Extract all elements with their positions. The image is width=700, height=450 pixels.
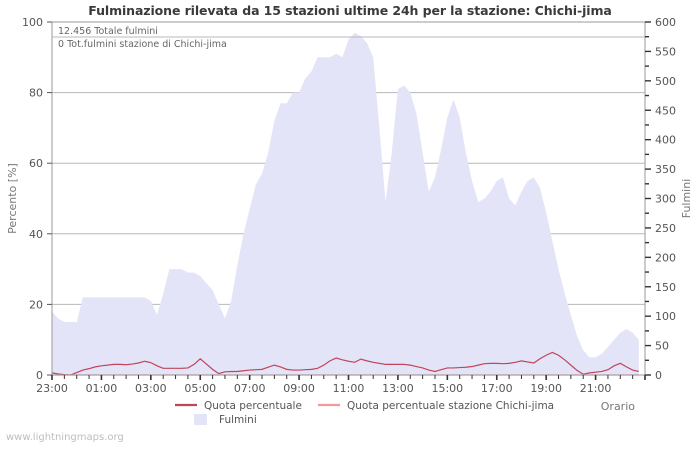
y2-axis-tick-label: 0 xyxy=(655,369,662,382)
x-axis-tick-label: 09:00 xyxy=(283,382,315,395)
y2-axis-tick-label: 600 xyxy=(655,16,676,29)
annotation-total-strokes: 12.456 Totale fulmini xyxy=(58,26,158,37)
y2-axis-tick-label: 150 xyxy=(655,281,676,294)
y-axis-title: Percento [%] xyxy=(6,163,19,234)
legend-label-quota-percentuale: Quota percentuale xyxy=(204,400,302,412)
x-axis-tick-label: 07:00 xyxy=(234,382,266,395)
x-axis-title: Orario xyxy=(601,400,636,413)
x-axis-tick-label: 19:00 xyxy=(530,382,562,395)
x-axis-tick-label: 01:00 xyxy=(86,382,118,395)
y2-axis-tick-label: 450 xyxy=(655,104,676,117)
y-axis-tick-label: 80 xyxy=(29,87,43,100)
legend-label-quota-percentuale-stazione: Quota percentuale stazione Chichi-jima xyxy=(347,400,554,412)
legend-label-fulmini: Fulmini xyxy=(219,414,257,426)
x-axis-tick-label: 05:00 xyxy=(184,382,216,395)
chart-title: Fulminazione rilevata da 15 stazioni ult… xyxy=(88,3,612,18)
x-axis-tick-label: 03:00 xyxy=(135,382,167,395)
y2-axis-tick-label: 200 xyxy=(655,251,676,264)
y2-axis-tick-label: 50 xyxy=(655,340,669,353)
x-axis-tick-label: 17:00 xyxy=(481,382,513,395)
y-axis-tick-label: 20 xyxy=(29,298,43,311)
y2-axis-tick-label: 400 xyxy=(655,134,676,147)
annotation-station-strokes: 0 Tot.fulmini stazione di Chichi-jima xyxy=(58,39,227,50)
legend-swatch-fulmini xyxy=(194,414,207,425)
site-watermark: www.lightningmaps.org xyxy=(6,432,124,443)
x-axis-tick-label: 15:00 xyxy=(431,382,463,395)
y2-axis-tick-label: 250 xyxy=(655,222,676,235)
y-axis-tick-label: 100 xyxy=(22,16,43,29)
y-axis-tick-label: 0 xyxy=(36,369,43,382)
x-axis-tick-label: 21:00 xyxy=(580,382,612,395)
y2-axis-title: Fulmini xyxy=(680,179,693,219)
x-axis-tick-label: 13:00 xyxy=(382,382,414,395)
y2-axis-tick-label: 550 xyxy=(655,45,676,58)
y2-axis-tick-label: 500 xyxy=(655,75,676,88)
y-axis-tick-label: 40 xyxy=(29,228,43,241)
y2-axis-tick-label: 100 xyxy=(655,310,676,323)
x-axis-tick-label: 23:00 xyxy=(36,382,68,395)
x-axis-tick-label: 11:00 xyxy=(333,382,365,395)
area-series-fulmini xyxy=(52,32,639,376)
y2-axis-tick-label: 300 xyxy=(655,193,676,206)
y2-axis-tick-label: 350 xyxy=(655,163,676,176)
y-axis-tick-label: 60 xyxy=(29,157,43,170)
line-series-quota-percentuale xyxy=(51,351,639,376)
